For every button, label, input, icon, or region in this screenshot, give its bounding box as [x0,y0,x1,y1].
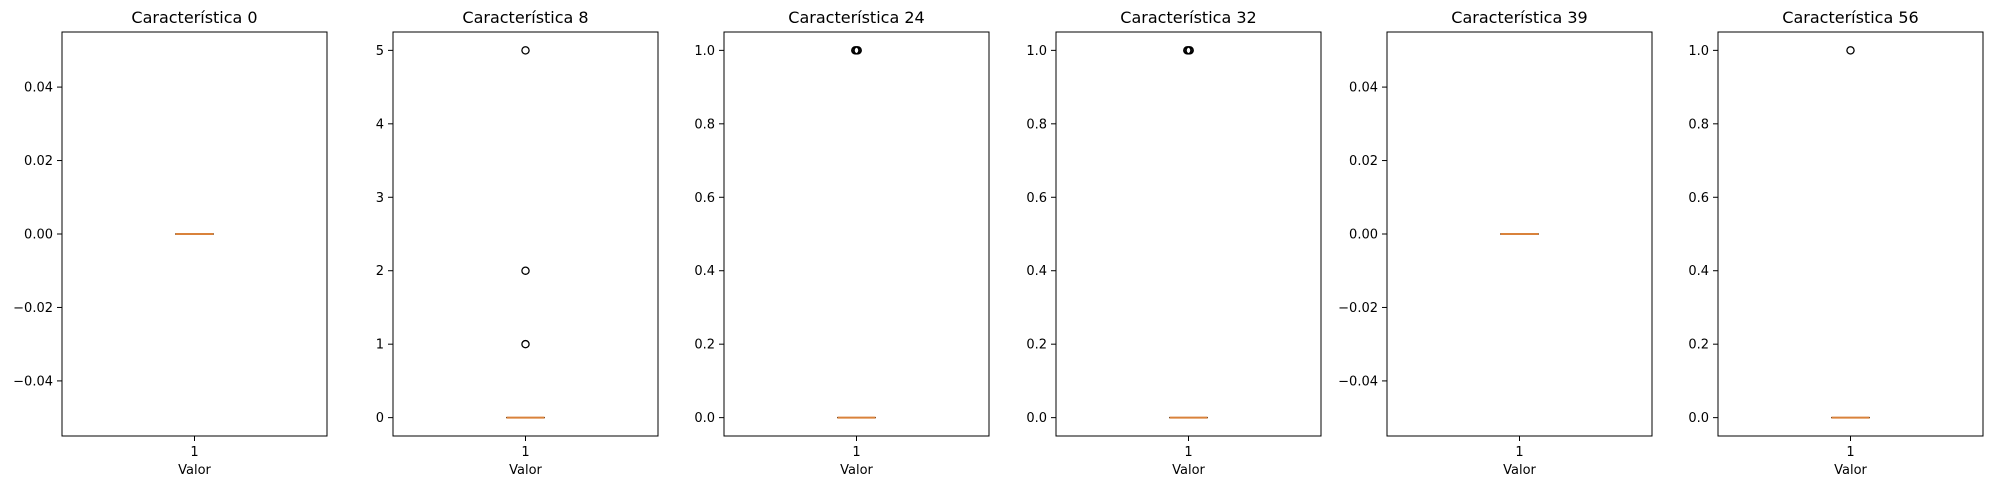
x-axis-label: Valor [509,463,542,478]
x-tick-label: 1 [521,445,529,460]
x-tick-label: 1 [852,445,860,460]
y-tick-label: 0.2 [1688,338,1709,353]
y-tick-label: 0.04 [24,81,53,96]
outlier-point [522,47,529,54]
y-tick-label: 1 [376,338,384,353]
subplot-1: Característica 8 0 1 2 3 4 5 1 Valor [376,8,658,478]
x-tick-label: 1 [1846,445,1854,460]
subplot-title: Característica 32 [1120,8,1256,27]
x-axis-label: Valor [178,463,211,478]
outlier-point [522,267,529,274]
x-tick-label: 1 [1184,445,1192,460]
y-tick-label: 0.0 [694,411,715,426]
axes-frame [393,32,658,436]
y-tick-label: 0.8 [694,117,715,132]
x-axis-label: Valor [1834,463,1867,478]
subplot-title: Característica 8 [462,8,588,27]
y-tick-label: −0.02 [1338,301,1378,316]
outlier-point [522,341,529,348]
y-tick-label: 0.04 [1349,81,1378,96]
y-tick-label: 0.4 [1688,264,1709,279]
axes-frame [724,32,989,436]
subplot-title: Característica 0 [131,8,257,27]
y-tick-label: −0.04 [1338,374,1378,389]
y-tick-label: 1.0 [694,44,715,59]
subplot-title: Característica 56 [1782,8,1918,27]
y-tick-label: −0.02 [13,301,53,316]
subplot-title: Característica 24 [788,8,924,27]
y-tick-label: 0.00 [24,228,53,243]
y-tick-label: 1.0 [1688,44,1709,59]
y-tick-label: 0.0 [1688,411,1709,426]
x-axis-label: Valor [1503,463,1536,478]
axes-frame [1056,32,1321,436]
x-tick-label: 1 [190,445,198,460]
subplot-0: Característica 0 −0.04 −0.02 0.00 0.02 0.04 1 V… [13,8,327,478]
y-tick-label: 5 [376,44,384,59]
y-tick-label: 2 [376,264,384,279]
x-axis-label: Valor [840,463,873,478]
y-tick-label: 4 [376,117,384,132]
y-tick-label: 0.02 [24,154,53,169]
y-tick-label: 0 [376,411,384,426]
subplot-title: Característica 39 [1451,8,1587,27]
subplot-2: Característica 24 0.0 0.2 0.4 0.6 0.8 1.0 1 Valo… [694,8,989,478]
y-tick-label: 0.8 [1026,117,1047,132]
y-tick-label: 3 [376,191,384,206]
y-tick-label: −0.04 [13,374,53,389]
y-tick-label: 0.6 [1026,191,1047,206]
x-axis-label: Valor [1172,463,1205,478]
y-tick-label: 0.02 [1349,154,1378,169]
outlier-point [1847,47,1854,54]
axes-frame [1718,32,1983,436]
y-tick-label: 0.4 [694,264,715,279]
y-tick-label: 0.2 [694,338,715,353]
y-tick-label: 0.2 [1026,338,1047,353]
subplot-3: Característica 32 0.0 0.2 0.4 0.6 0.8 1.0 1 Valo… [1026,8,1321,478]
y-tick-label: 0.6 [694,191,715,206]
y-tick-label: 0.0 [1026,411,1047,426]
y-tick-label: 0.6 [1688,191,1709,206]
y-tick-label: 1.0 [1026,44,1047,59]
y-tick-label: 0.8 [1688,117,1709,132]
y-tick-label: 0.00 [1349,228,1378,243]
x-tick-label: 1 [1515,445,1523,460]
subplot-4: Característica 39 −0.04 −0.02 0.00 0.02 0.04 1… [1338,8,1652,478]
y-tick-label: 0.4 [1026,264,1047,279]
subplot-5: Característica 56 0.0 0.2 0.4 0.6 0.8 1.0 1 Valo… [1688,8,1983,478]
